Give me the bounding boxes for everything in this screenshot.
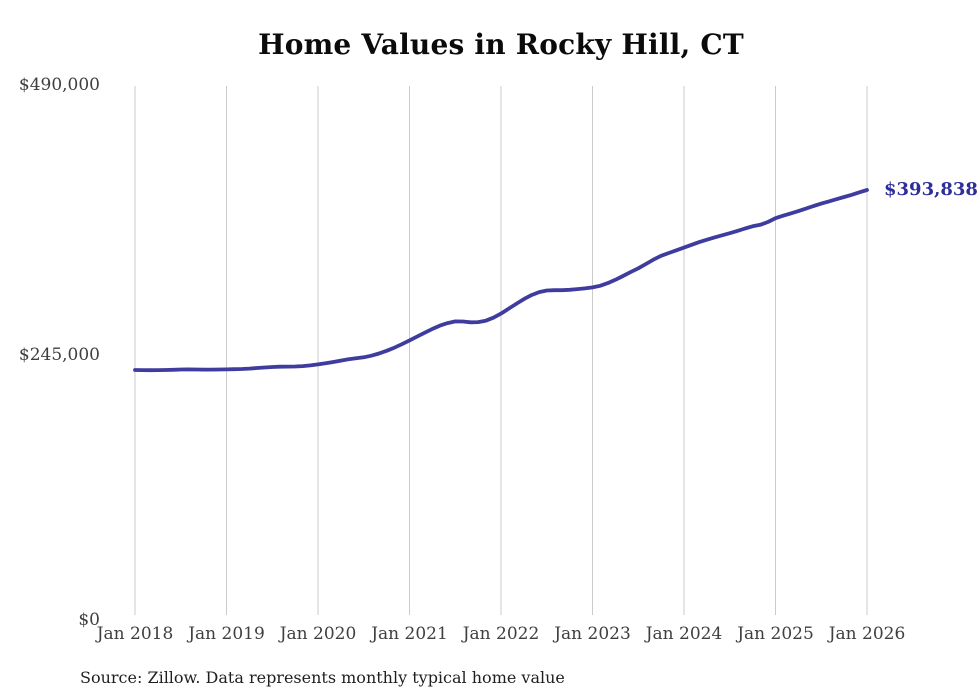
y-axis-tick-label-0: $0 [78,610,100,630]
x-axis-tick-label: Jan 2026 [828,624,906,644]
home-value-line [133,188,869,373]
x-axis-tick-label: Jan 2024 [645,624,723,644]
x-axis-tick-label: Jan 2018 [96,624,174,644]
x-axis-tick-label: Jan 2022 [462,624,540,644]
x-axis-tick-label: Jan 2019 [188,624,265,644]
y-axis-tick-label-490000: $490,000 [18,75,100,95]
latest-value-label: $393,838 [884,179,978,200]
x-axis-tick-label: Jan 2023 [554,624,631,644]
y-axis-tick-label-245000: $245,000 [18,345,100,365]
x-axis-tick-label: Jan 2020 [279,624,357,644]
source-note: Source: Zillow. Data represents monthly … [80,668,565,687]
x-axis-tick-label: Jan 2021 [371,624,448,644]
chart-title: Home Values in Rocky Hill, CT [258,28,744,61]
x-axis-tick-label: Jan 2025 [737,624,814,644]
